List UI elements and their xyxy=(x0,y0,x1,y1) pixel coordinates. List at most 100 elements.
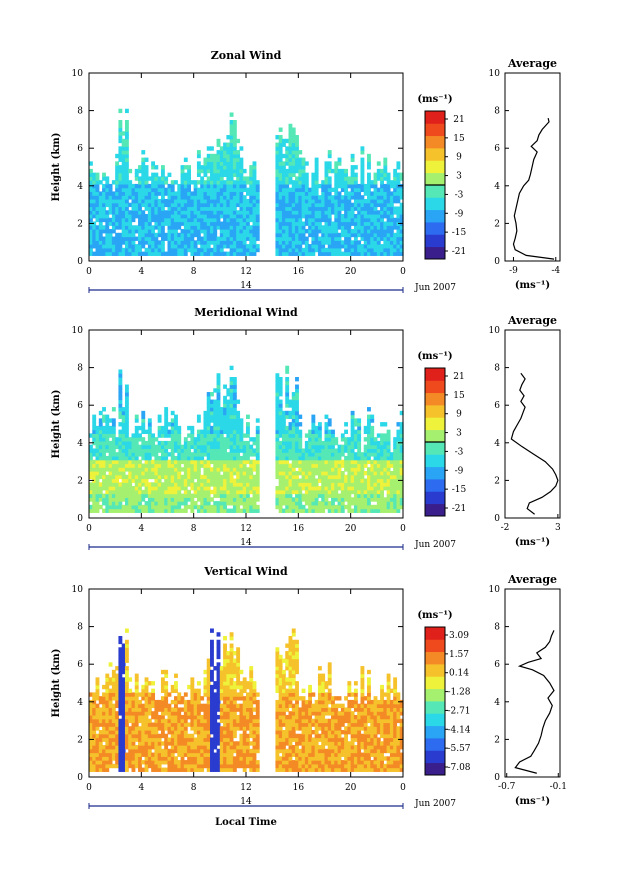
heatmap-cell xyxy=(324,251,329,256)
heatmap-cell xyxy=(386,444,391,450)
heatmap-cell xyxy=(380,455,384,461)
heatmap-cell xyxy=(108,440,113,446)
heatmap-cell xyxy=(386,221,391,226)
heatmap-cell xyxy=(141,229,146,234)
heatmap-cell xyxy=(226,429,231,434)
heatmap-cell xyxy=(128,493,133,498)
heatmap-cell xyxy=(236,176,241,181)
heatmap-cell xyxy=(353,191,358,196)
heatmap-cell xyxy=(334,455,339,461)
heatmap-cell xyxy=(353,493,358,498)
heatmap-cell xyxy=(89,745,93,750)
heatmap-cell xyxy=(324,497,329,502)
heatmap-cell xyxy=(399,463,404,468)
heatmap-cell xyxy=(363,221,368,226)
heatmap-cell xyxy=(89,707,93,712)
heatmap-cell xyxy=(393,474,398,480)
heatmap-cell xyxy=(183,459,188,465)
heatmap-cell xyxy=(183,214,188,219)
heatmap-cell xyxy=(275,429,280,434)
heatmap-cell xyxy=(219,418,224,423)
heatmap-cell xyxy=(111,745,116,750)
heatmap-cell xyxy=(141,161,146,166)
heatmap-cell xyxy=(111,244,116,249)
heatmap-cell xyxy=(285,229,290,234)
heatmap-cell xyxy=(223,236,227,241)
heatmap-cell xyxy=(121,422,126,427)
heatmap-cell xyxy=(357,210,362,215)
heatmap-cell xyxy=(298,489,303,495)
heatmap-cell xyxy=(111,669,116,675)
heatmap-cell xyxy=(108,206,113,211)
heatmap-cell xyxy=(102,240,106,245)
heatmap-cell xyxy=(216,422,221,427)
heatmap-cell xyxy=(157,486,162,491)
heatmap-cell xyxy=(138,217,142,223)
heatmap-cell xyxy=(196,440,201,446)
heatmap-cell xyxy=(138,214,142,219)
heatmap-cell xyxy=(229,384,234,389)
heatmap-cells xyxy=(89,365,404,513)
heatmap-cell xyxy=(196,508,201,513)
heatmap-cell xyxy=(226,482,231,487)
heatmap-cell xyxy=(118,433,123,438)
heatmap-cell xyxy=(357,198,362,204)
heatmap-cell xyxy=(327,225,332,230)
heatmap-cell xyxy=(285,463,290,468)
heatmap-cell xyxy=(151,448,156,453)
heatmap-cell xyxy=(246,493,250,498)
heatmap-cell xyxy=(89,748,93,754)
heatmap-cell xyxy=(124,407,129,412)
heatmap-cell xyxy=(249,504,254,510)
heatmap-cell xyxy=(216,482,221,487)
heatmap-cell xyxy=(174,444,178,450)
heatmap-cell xyxy=(278,384,283,389)
heatmap-cell xyxy=(232,165,237,170)
heatmap-cell xyxy=(242,168,247,174)
heatmap-cell xyxy=(121,150,126,155)
heatmap-cell xyxy=(295,392,299,397)
heatmap-cell xyxy=(255,225,260,230)
heatmap-cell xyxy=(288,157,293,162)
heatmap-cell xyxy=(134,414,139,419)
heatmap-cell xyxy=(327,459,332,465)
heatmap-cell xyxy=(183,463,188,468)
heatmap-cell xyxy=(95,508,100,513)
heatmap-cell xyxy=(108,198,113,204)
heatmap-cell xyxy=(334,251,339,256)
heatmap-cell xyxy=(223,444,227,450)
heatmap-cell xyxy=(131,214,136,219)
heatmap-cell xyxy=(118,403,123,408)
heatmap-cell xyxy=(147,229,152,234)
heatmap-cell xyxy=(193,474,198,480)
heatmap-cell xyxy=(121,221,126,226)
heatmap-cell xyxy=(373,471,378,476)
heatmap-cell xyxy=(383,161,388,166)
heatmap-cell xyxy=(180,217,185,223)
heatmap-cell xyxy=(360,150,365,155)
heatmap-cell xyxy=(151,444,156,450)
heatmap-cell xyxy=(291,467,296,472)
heatmap-cell xyxy=(396,180,401,185)
heatmap-cell xyxy=(288,482,293,487)
heatmap-cell xyxy=(226,433,231,438)
heatmap-cell xyxy=(200,225,205,230)
heatmap-cell xyxy=(206,474,211,480)
heatmap-cell xyxy=(252,459,257,465)
heatmap-cell xyxy=(183,478,188,483)
heatmap-cell xyxy=(124,240,129,245)
heatmap-cell xyxy=(92,236,97,241)
heatmap-cell xyxy=(200,486,205,491)
heatmap-cell xyxy=(226,422,231,427)
heatmap-cell xyxy=(190,471,195,476)
heatmap-cell xyxy=(118,380,123,386)
heatmap-cell xyxy=(190,210,195,215)
heatmap-cell xyxy=(275,187,280,193)
heatmap-cell xyxy=(124,131,129,136)
heatmap-cell xyxy=(118,654,123,660)
heatmap-cell xyxy=(239,508,244,513)
heatmap-cell xyxy=(157,741,162,746)
heatmap-cell xyxy=(337,504,342,510)
heatmap-cell xyxy=(128,482,133,487)
heatmap-cell xyxy=(350,247,355,253)
